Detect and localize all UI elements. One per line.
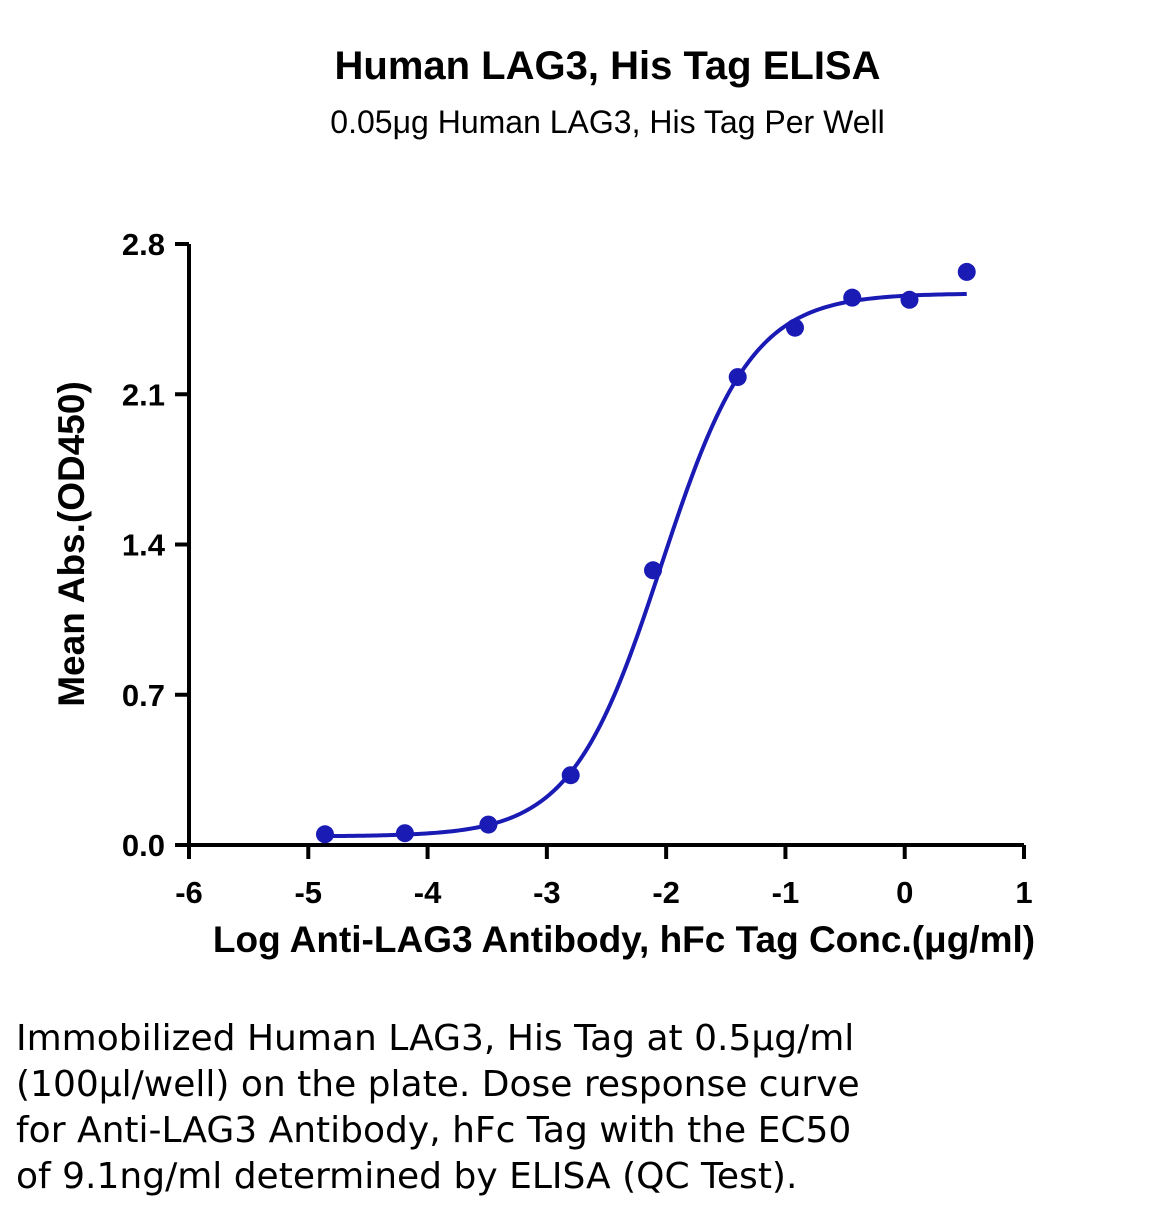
data-point: [957, 262, 976, 281]
data-point: [644, 561, 663, 580]
data-points-layer: [315, 262, 976, 844]
data-point: [479, 815, 498, 834]
y-tick-label: 0.7: [122, 678, 165, 713]
x-axis-label: Log Anti-LAG3 Antibody, hFc Tag Conc.(μg…: [213, 919, 1035, 960]
elisa-chart: -6 -5 -4 -3 -2 -1 0 1 0.0 0.7 1.4 2.1 2.8 Log Anti-L…: [51, 227, 1035, 960]
data-point: [785, 318, 804, 337]
y-tick-label: 0.0: [122, 828, 165, 863]
y-tick-label: 2.8: [122, 227, 165, 262]
caption-line: of 9.1ng/ml determined by ELISA (QC Test…: [16, 1156, 798, 1197]
y-tick-label: 2.1: [122, 377, 165, 412]
x-tick-label: -2: [652, 875, 680, 910]
figure-caption: Immobilized Human LAG3, His Tag at 0.5μg…: [16, 1016, 1136, 1200]
caption-line: for Anti-LAG3 Antibody, hFc Tag with the…: [16, 1110, 852, 1151]
x-tick-label: -6: [175, 875, 203, 910]
x-tick-label: -5: [294, 875, 322, 910]
caption-line: Immobilized Human LAG3, His Tag at 0.5μg…: [16, 1018, 855, 1059]
data-point: [395, 824, 414, 843]
chart-title: Human LAG3, His Tag ELISA: [334, 44, 881, 88]
x-tick-label: -1: [772, 875, 800, 910]
x-tick-label: 1: [1015, 875, 1032, 910]
caption-line: (100μl/well) on the plate. Dose response…: [16, 1064, 860, 1105]
chart-axes: -6 -5 -4 -3 -2 -1 0 1 0.0 0.7 1.4 2.1 2.8: [122, 227, 1033, 910]
data-point: [843, 288, 862, 307]
y-axis-label: Mean Abs.(OD450): [51, 381, 92, 707]
x-tick-label: -3: [533, 875, 561, 910]
data-point: [561, 766, 580, 785]
chart-subtitle: 0.05μg Human LAG3, His Tag Per Well: [330, 104, 885, 140]
data-point: [900, 290, 919, 309]
x-tick-label: -4: [414, 875, 442, 910]
y-tick-label: 1.4: [122, 528, 166, 563]
x-tick-label: 0: [896, 875, 913, 910]
data-point: [315, 825, 334, 844]
data-point: [728, 368, 747, 387]
